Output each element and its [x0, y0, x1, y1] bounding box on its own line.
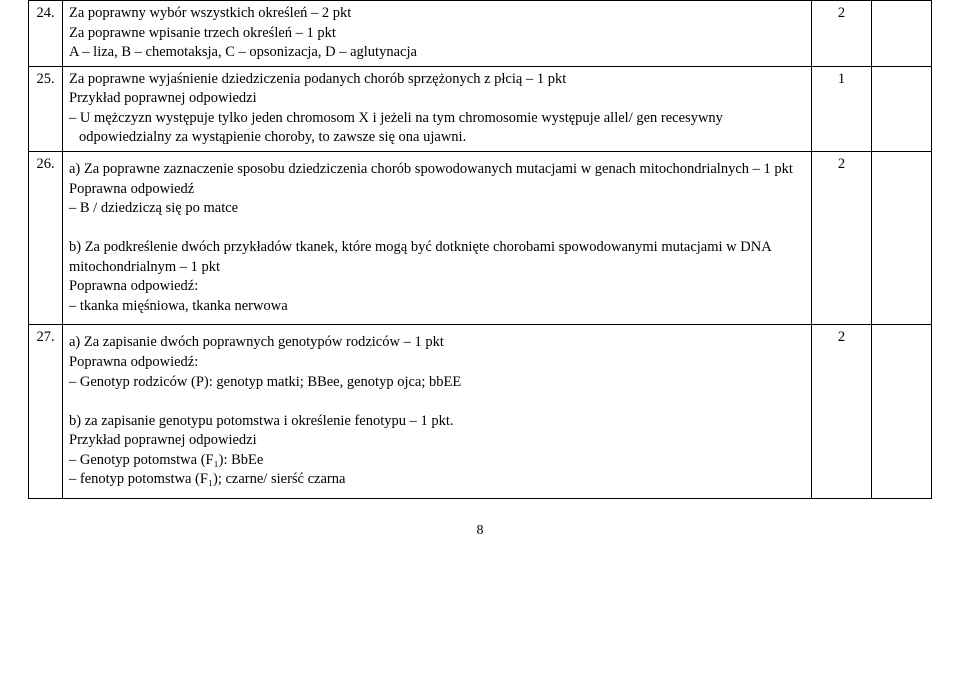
body-line: A – liza, B – chemotaksja, C – opsonizac… — [69, 44, 417, 60]
row-number: 25. — [29, 66, 63, 151]
row-empty — [872, 151, 932, 325]
row-number: 27. — [29, 325, 63, 499]
body-line: Za poprawne wyjaśnienie dziedziczenia po… — [69, 71, 566, 87]
row-body: Za poprawny wybór wszystkich określeń – … — [63, 1, 812, 67]
page-number: 8 — [28, 523, 932, 539]
body-line: – Genotyp potomstwa (F₁): BbEe — [69, 452, 263, 468]
table-row: 24. Za poprawny wybór wszystkich określe… — [29, 1, 932, 67]
row-points: 1 — [812, 66, 872, 151]
row-empty — [872, 66, 932, 151]
body-line: Przykład poprawnej odpowiedzi — [69, 90, 257, 106]
body-line: a) Za poprawne zaznaczenie sposobu dzied… — [69, 161, 793, 177]
scoring-table: 24. Za poprawny wybór wszystkich określe… — [28, 0, 932, 499]
body-line: Poprawna odpowiedź: — [69, 354, 198, 370]
body-line: Za poprawne wpisanie trzech określeń – 1… — [69, 25, 336, 41]
body-line: b) Za podkreślenie dwóch przykładów tkan… — [69, 239, 771, 275]
row-points: 2 — [812, 151, 872, 325]
table-row: 25. Za poprawne wyjaśnienie dziedziczeni… — [29, 66, 932, 151]
table-row: 27. a) Za zapisanie dwóch poprawnych gen… — [29, 325, 932, 499]
row-points: 2 — [812, 325, 872, 499]
row-empty — [872, 1, 932, 67]
body-line: Poprawna odpowiedź — [69, 181, 194, 197]
row-empty — [872, 325, 932, 499]
row-number: 24. — [29, 1, 63, 67]
body-line: – B / dziedziczą się po matce — [69, 200, 238, 216]
body-line: b) za zapisanie genotypu potomstwa i okr… — [69, 413, 454, 429]
row-number: 26. — [29, 151, 63, 325]
row-points: 2 — [812, 1, 872, 67]
body-line: – fenotyp potomstwa (F₁); czarne/ sierść… — [69, 471, 345, 487]
body-line: Za poprawny wybór wszystkich określeń – … — [69, 5, 351, 21]
body-line: – U mężczyzn występuje tylko jeden chrom… — [69, 109, 805, 148]
body-line: a) Za zapisanie dwóch poprawnych genotyp… — [69, 334, 444, 350]
row-body: Za poprawne wyjaśnienie dziedziczenia po… — [63, 66, 812, 151]
row-body: a) Za zapisanie dwóch poprawnych genotyp… — [63, 325, 812, 499]
body-line: Przykład poprawnej odpowiedzi — [69, 432, 257, 448]
body-line: – Genotyp rodziców (P): genotyp matki; B… — [69, 374, 461, 390]
body-line: Poprawna odpowiedź: — [69, 278, 198, 294]
row-body: a) Za poprawne zaznaczenie sposobu dzied… — [63, 151, 812, 325]
body-line: – tkanka mięśniowa, tkanka nerwowa — [69, 298, 288, 314]
table-row: 26. a) Za poprawne zaznaczenie sposobu d… — [29, 151, 932, 325]
